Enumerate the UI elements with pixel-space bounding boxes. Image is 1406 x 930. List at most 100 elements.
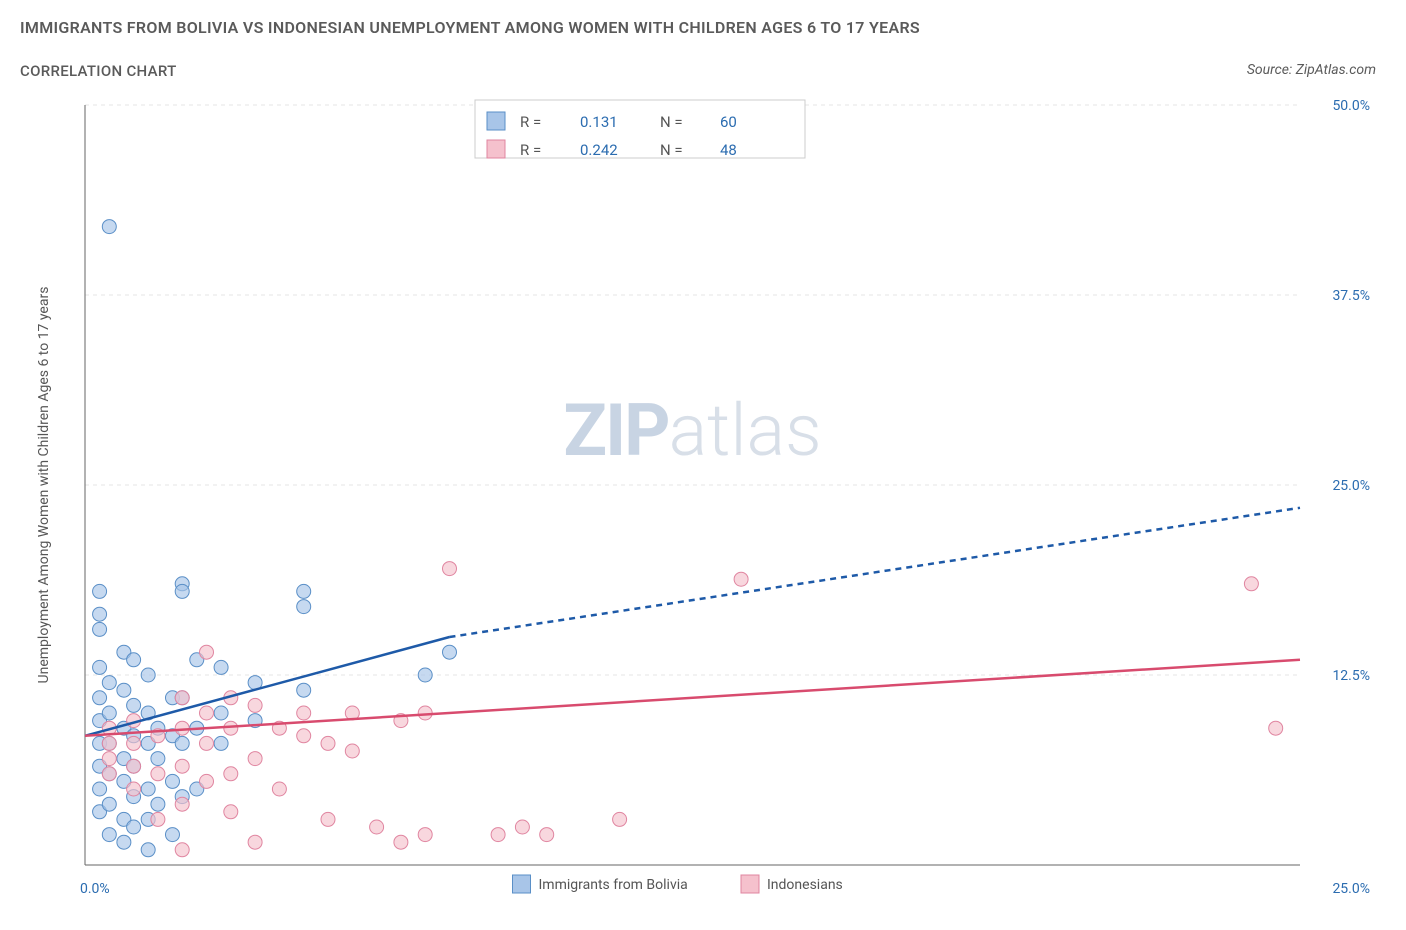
point-bolivia	[102, 706, 116, 720]
point-indonesians	[734, 572, 748, 586]
point-bolivia	[117, 835, 131, 849]
y-tick-label: 50.0%	[1332, 98, 1370, 114]
point-bolivia	[93, 660, 107, 674]
legend-r-label: R =	[520, 113, 541, 131]
point-indonesians	[370, 820, 384, 834]
point-indonesians	[151, 812, 165, 826]
point-indonesians	[1244, 577, 1258, 591]
legend-r-label: R =	[520, 141, 541, 159]
legend-swatch	[487, 112, 505, 130]
point-bolivia	[102, 828, 116, 842]
point-bolivia	[297, 683, 311, 697]
point-indonesians	[321, 736, 335, 750]
point-indonesians	[151, 767, 165, 781]
point-indonesians	[200, 774, 214, 788]
point-indonesians	[443, 562, 457, 576]
legend-r-value: 0.242	[580, 141, 618, 159]
y-axis-label: Unemployment Among Women with Children A…	[36, 287, 52, 684]
point-indonesians	[175, 759, 189, 773]
chart-container: 12.5% 25.0% 37.5% 50.0% 0.0% 25.0% Unemploymen…	[20, 95, 1386, 910]
point-bolivia	[165, 774, 179, 788]
point-indonesians	[248, 752, 262, 766]
point-bolivia	[93, 607, 107, 621]
point-indonesians	[297, 706, 311, 720]
point-bolivia	[141, 843, 155, 857]
point-indonesians	[515, 820, 529, 834]
point-indonesians	[200, 706, 214, 720]
point-bolivia	[151, 797, 165, 811]
point-bolivia	[297, 584, 311, 598]
point-indonesians	[297, 729, 311, 743]
point-indonesians	[127, 736, 141, 750]
point-bolivia	[175, 584, 189, 598]
y-tick-label: 25.0%	[1332, 478, 1370, 494]
point-bolivia	[93, 584, 107, 598]
point-indonesians	[224, 767, 238, 781]
series-legend-swatch	[513, 875, 531, 893]
legend-n-value: 60	[720, 113, 737, 131]
point-bolivia	[93, 622, 107, 636]
point-indonesians	[418, 828, 432, 842]
point-bolivia	[127, 653, 141, 667]
trendline-bolivia-extrapolated	[450, 508, 1301, 637]
point-indonesians	[248, 698, 262, 712]
series-legend-label: Immigrants from Bolivia	[539, 877, 688, 893]
point-indonesians	[102, 736, 116, 750]
series-legend-label: Indonesians	[767, 877, 843, 893]
chart-title: IMMIGRANTS FROM BOLIVIA VS INDONESIAN UN…	[20, 18, 920, 37]
point-bolivia	[165, 828, 179, 842]
point-bolivia	[175, 736, 189, 750]
point-indonesians	[200, 645, 214, 659]
y-tick-label: 12.5%	[1332, 668, 1370, 684]
x-tick-label: 25.0%	[1332, 881, 1370, 897]
point-bolivia	[93, 691, 107, 705]
trendline-indonesians	[85, 660, 1300, 736]
point-indonesians	[272, 782, 286, 796]
point-bolivia	[297, 600, 311, 614]
series-legend-swatch	[741, 875, 759, 893]
point-indonesians	[540, 828, 554, 842]
point-indonesians	[175, 797, 189, 811]
chart-subtitle: CORRELATION CHART	[20, 62, 177, 80]
point-bolivia	[117, 683, 131, 697]
legend-n-label: N =	[660, 141, 683, 159]
point-bolivia	[214, 660, 228, 674]
point-bolivia	[214, 736, 228, 750]
point-indonesians	[224, 805, 238, 819]
point-indonesians	[102, 752, 116, 766]
point-indonesians	[200, 736, 214, 750]
scatter-chart: 12.5% 25.0% 37.5% 50.0% 0.0% 25.0% Unemploymen…	[20, 95, 1386, 910]
point-indonesians	[1269, 721, 1283, 735]
point-bolivia	[214, 706, 228, 720]
point-bolivia	[418, 668, 432, 682]
point-indonesians	[175, 843, 189, 857]
point-indonesians	[248, 835, 262, 849]
point-indonesians	[175, 691, 189, 705]
point-bolivia	[127, 698, 141, 712]
point-bolivia	[127, 820, 141, 834]
point-indonesians	[102, 767, 116, 781]
point-indonesians	[491, 828, 505, 842]
point-indonesians	[394, 835, 408, 849]
point-indonesians	[321, 812, 335, 826]
point-bolivia	[141, 782, 155, 796]
source-attribution: Source: ZipAtlas.com	[1247, 62, 1376, 78]
point-bolivia	[93, 782, 107, 796]
point-indonesians	[127, 759, 141, 773]
point-bolivia	[151, 752, 165, 766]
point-bolivia	[102, 797, 116, 811]
point-bolivia	[443, 645, 457, 659]
legend-swatch	[487, 140, 505, 158]
watermark: ZIPatlas	[563, 388, 821, 473]
legend-r-value: 0.131	[580, 113, 618, 131]
legend-n-value: 48	[720, 141, 737, 159]
point-indonesians	[127, 782, 141, 796]
point-indonesians	[345, 744, 359, 758]
legend-n-label: N =	[660, 113, 683, 131]
point-bolivia	[102, 220, 116, 234]
x-tick-label: 0.0%	[80, 881, 110, 897]
y-tick-label: 37.5%	[1332, 288, 1370, 304]
point-bolivia	[102, 676, 116, 690]
point-indonesians	[613, 812, 627, 826]
point-bolivia	[141, 668, 155, 682]
